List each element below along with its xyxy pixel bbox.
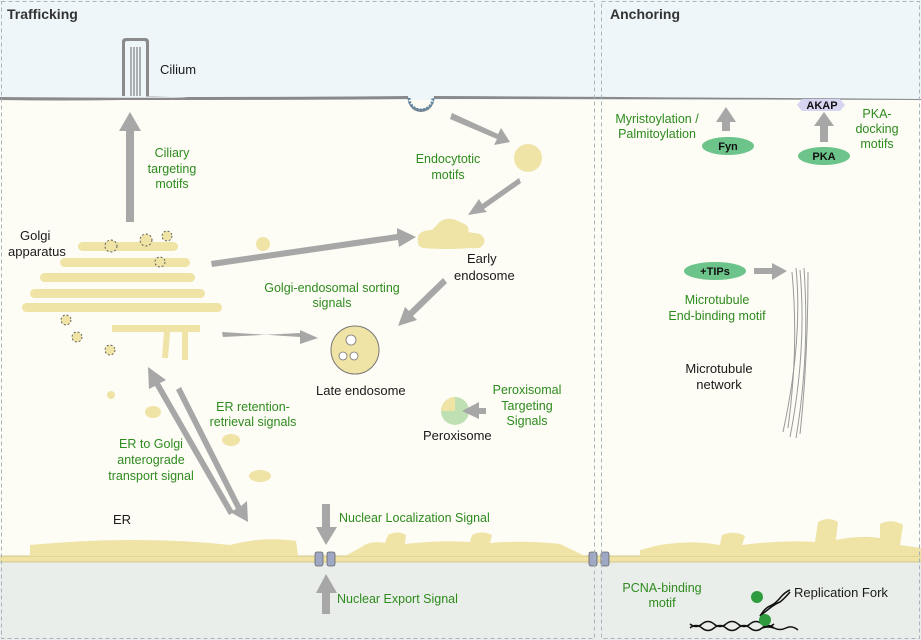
early-endosome — [417, 218, 485, 249]
pka-docking-signal-label: PKA- docking motifs — [855, 107, 898, 151]
myristoylation-signal-label: Myristoylation / Palmitoylation — [615, 112, 699, 141]
peroxisomal-signal-label: Peroxisomal Targeting Signals — [493, 383, 562, 428]
trafficking-arrows — [119, 107, 834, 614]
anchoring-panel-title: Anchoring — [610, 6, 680, 22]
peroxisomal-line3: Signals — [507, 414, 548, 428]
golgi-endosomal-signal-label: Golgi-endosomal sorting signals — [264, 281, 400, 310]
er-to-golgi-line3: transport signal — [108, 469, 193, 483]
peroxisome — [441, 397, 469, 425]
cilium-label: Cilium — [160, 62, 196, 77]
er-retention-signal-label: ER retention- retrieval signals — [210, 400, 297, 429]
late-endosome-label: Late endosome — [316, 383, 406, 398]
endocytotic-signal-label: Endocytotic motifs — [416, 152, 481, 182]
tips-label: +TIPs — [700, 266, 730, 278]
ciliary-targeting-signal-label: Ciliary targeting motifs — [148, 146, 197, 191]
tips-protein: +TIPs — [684, 262, 746, 280]
peroxisome-label: Peroxisome — [423, 428, 492, 443]
endocytic-vesicle — [514, 144, 542, 172]
pka-protein: PKA — [798, 147, 850, 165]
extracellular-region — [0, 0, 921, 100]
peroxisomal-line2: Targeting — [501, 399, 552, 413]
pcna-line2: motif — [648, 596, 676, 610]
early-endosome-label-line2: endosome — [454, 268, 515, 283]
akap-label: AKAP — [806, 100, 837, 112]
er-to-golgi-signal-label: ER to Golgi anterograde transport signal — [108, 437, 193, 483]
er-to-golgi-line1: ER to Golgi — [119, 437, 183, 451]
fyn-label: Fyn — [718, 141, 738, 153]
pcna-line1: PCNA-binding — [622, 581, 701, 595]
microtubule-eb-line2: End-binding motif — [668, 309, 766, 323]
ciliary-line3: motifs — [155, 177, 188, 191]
microtubule-eb-line1: Microtubule — [685, 293, 750, 307]
nuclear-envelope — [0, 556, 921, 562]
plasma-membrane — [0, 38, 921, 112]
nuclear-export-signal-label: Nuclear Export Signal — [337, 592, 458, 606]
microtubule-network-label-line2: network — [696, 377, 742, 392]
golgi-endosomal-line1: Golgi-endosomal sorting — [264, 281, 400, 295]
pka-docking-line3: motifs — [860, 137, 893, 151]
endocytotic-line1: Endocytotic — [416, 152, 481, 166]
pka-docking-line2: docking — [855, 122, 898, 136]
akap-protein: AKAP — [797, 99, 845, 112]
nuclear-pore-complexes — [314, 551, 610, 567]
microtubule-network — [782, 267, 809, 439]
endocytotic-line2: motifs — [431, 168, 464, 182]
microtubule-end-binding-signal-label: Microtubule End-binding motif — [668, 293, 766, 323]
golgi-apparatus — [22, 242, 222, 360]
golgi-vesicles — [60, 230, 271, 482]
er-label: ER — [113, 512, 131, 527]
early-endosome-label-line1: Early — [467, 251, 497, 266]
cilium-body — [125, 41, 146, 97]
pka-label: PKA — [812, 151, 835, 163]
pcna-binding-signal-label: PCNA-binding motif — [622, 581, 701, 610]
golgi-label-line2: apparatus — [8, 244, 66, 259]
myristoylation-line2: Palmitoylation — [618, 127, 696, 141]
nucleus-region — [0, 562, 921, 640]
golgi-label-line1: Golgi — [20, 228, 50, 243]
cilium-axoneme — [130, 47, 141, 96]
trafficking-panel-title: Trafficking — [7, 6, 78, 22]
golgi-endosomal-line2: signals — [313, 296, 352, 310]
er-retention-line1: ER retention- — [216, 400, 290, 414]
er-retention-line2: retrieval signals — [210, 415, 297, 429]
er-to-golgi-line2: anterograde — [117, 453, 184, 467]
replication-fork-label: Replication Fork — [794, 585, 888, 600]
clathrin-coated-pit — [407, 97, 435, 112]
fyn-protein: Fyn — [702, 137, 754, 155]
ciliary-line1: Ciliary — [155, 146, 190, 160]
microtubule-network-label-line1: Microtubule — [685, 361, 752, 376]
late-endosome — [330, 325, 380, 375]
pka-docking-line1: PKA- — [862, 107, 891, 121]
myristoylation-line1: Myristoylation / — [615, 112, 699, 126]
pcna-clamps — [751, 591, 771, 626]
ciliary-line2: targeting — [148, 162, 197, 176]
endoplasmic-reticulum — [30, 519, 921, 556]
peroxisomal-line1: Peroxisomal — [493, 383, 562, 397]
nuclear-localization-signal-label: Nuclear Localization Signal — [339, 511, 490, 525]
